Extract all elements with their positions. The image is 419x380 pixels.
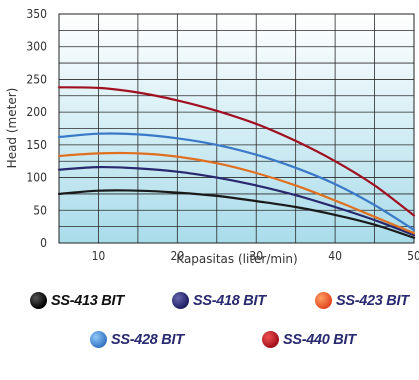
y-tick-label: 250: [26, 72, 47, 86]
series-swatch: [315, 292, 332, 309]
pump-curve-chart: 0 50 100 150 200 250 300 350 10 20 30 40 50 Kapasita…: [5, 7, 419, 266]
legend: SS-413 BIT SS-418 BIT SS-423 BIT SS-428 …: [0, 284, 419, 380]
x-tick-label: 40: [328, 249, 342, 263]
legend-item-ss-440[interactable]: SS-440 BIT: [262, 331, 356, 348]
series-line-ss-440-bit: [57, 86, 416, 217]
legend-label: SS-428 BIT: [111, 331, 184, 348]
tick-labels: 0 50 100 150 200 250 300 350 10 20 30 40 50: [26, 7, 419, 263]
series-swatch: [172, 292, 189, 309]
y-tick-label: 300: [26, 40, 47, 54]
legend-label: SS-440 BIT: [283, 331, 356, 348]
series-line-ss-418-bit: [57, 165, 416, 237]
plot-frame: [58, 13, 415, 244]
y-tick-label: 0: [40, 236, 47, 250]
legend-item-ss-428[interactable]: SS-428 BIT: [90, 331, 184, 348]
y-tick-label: 150: [26, 138, 47, 152]
series-line-ss-413-bit: [57, 189, 416, 239]
series-swatch: [262, 331, 279, 348]
grid: [58, 13, 415, 244]
legend-item-ss-413[interactable]: SS-413 BIT: [30, 292, 124, 309]
series-line-ss-428-bit: [57, 132, 416, 231]
series-line-ss-423-bit: [57, 151, 416, 235]
x-tick-label: 50: [407, 249, 419, 263]
x-tick-label: 10: [92, 249, 106, 263]
legend-item-ss-423[interactable]: SS-423 BIT: [315, 292, 409, 309]
y-tick-label: 200: [26, 105, 47, 119]
x-axis-title: Kapasitas (liter/min): [176, 252, 297, 266]
y-tick-label: 50: [33, 203, 47, 217]
x-tick-label: 20: [170, 249, 184, 263]
series-swatch: [30, 292, 47, 309]
y-tick-label: 350: [26, 7, 47, 21]
legend-label: SS-418 BIT: [193, 292, 266, 309]
y-axis-title: Head (meter): [5, 88, 19, 169]
legend-label: SS-413 BIT: [51, 292, 124, 309]
y-tick-label: 100: [26, 171, 47, 185]
series-lines: [57, 86, 416, 239]
legend-label: SS-423 BIT: [336, 292, 409, 309]
series-swatch: [90, 331, 107, 348]
x-tick-label: 30: [249, 249, 263, 263]
legend-item-ss-418[interactable]: SS-418 BIT: [172, 292, 266, 309]
